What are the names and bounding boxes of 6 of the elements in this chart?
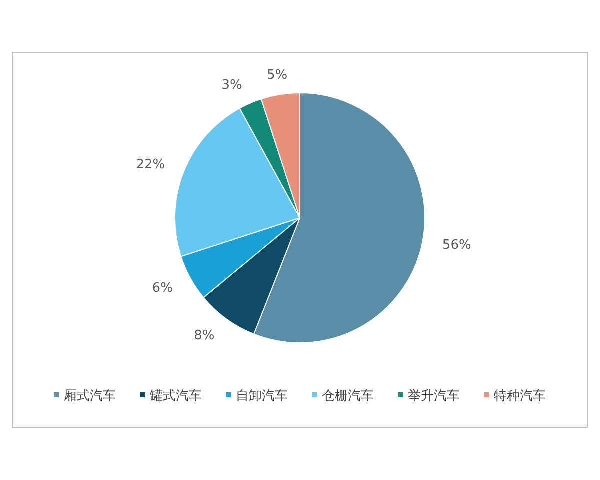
legend-label: 特种汽车: [494, 389, 546, 404]
legend-label: 自卸汽车: [236, 389, 288, 404]
legend-label: 厢式汽车: [64, 389, 116, 404]
legend-label: 罐式汽车: [150, 389, 202, 404]
legend-label: 举升汽车: [408, 389, 460, 404]
legend-label: 仓栅汽车: [322, 389, 374, 404]
